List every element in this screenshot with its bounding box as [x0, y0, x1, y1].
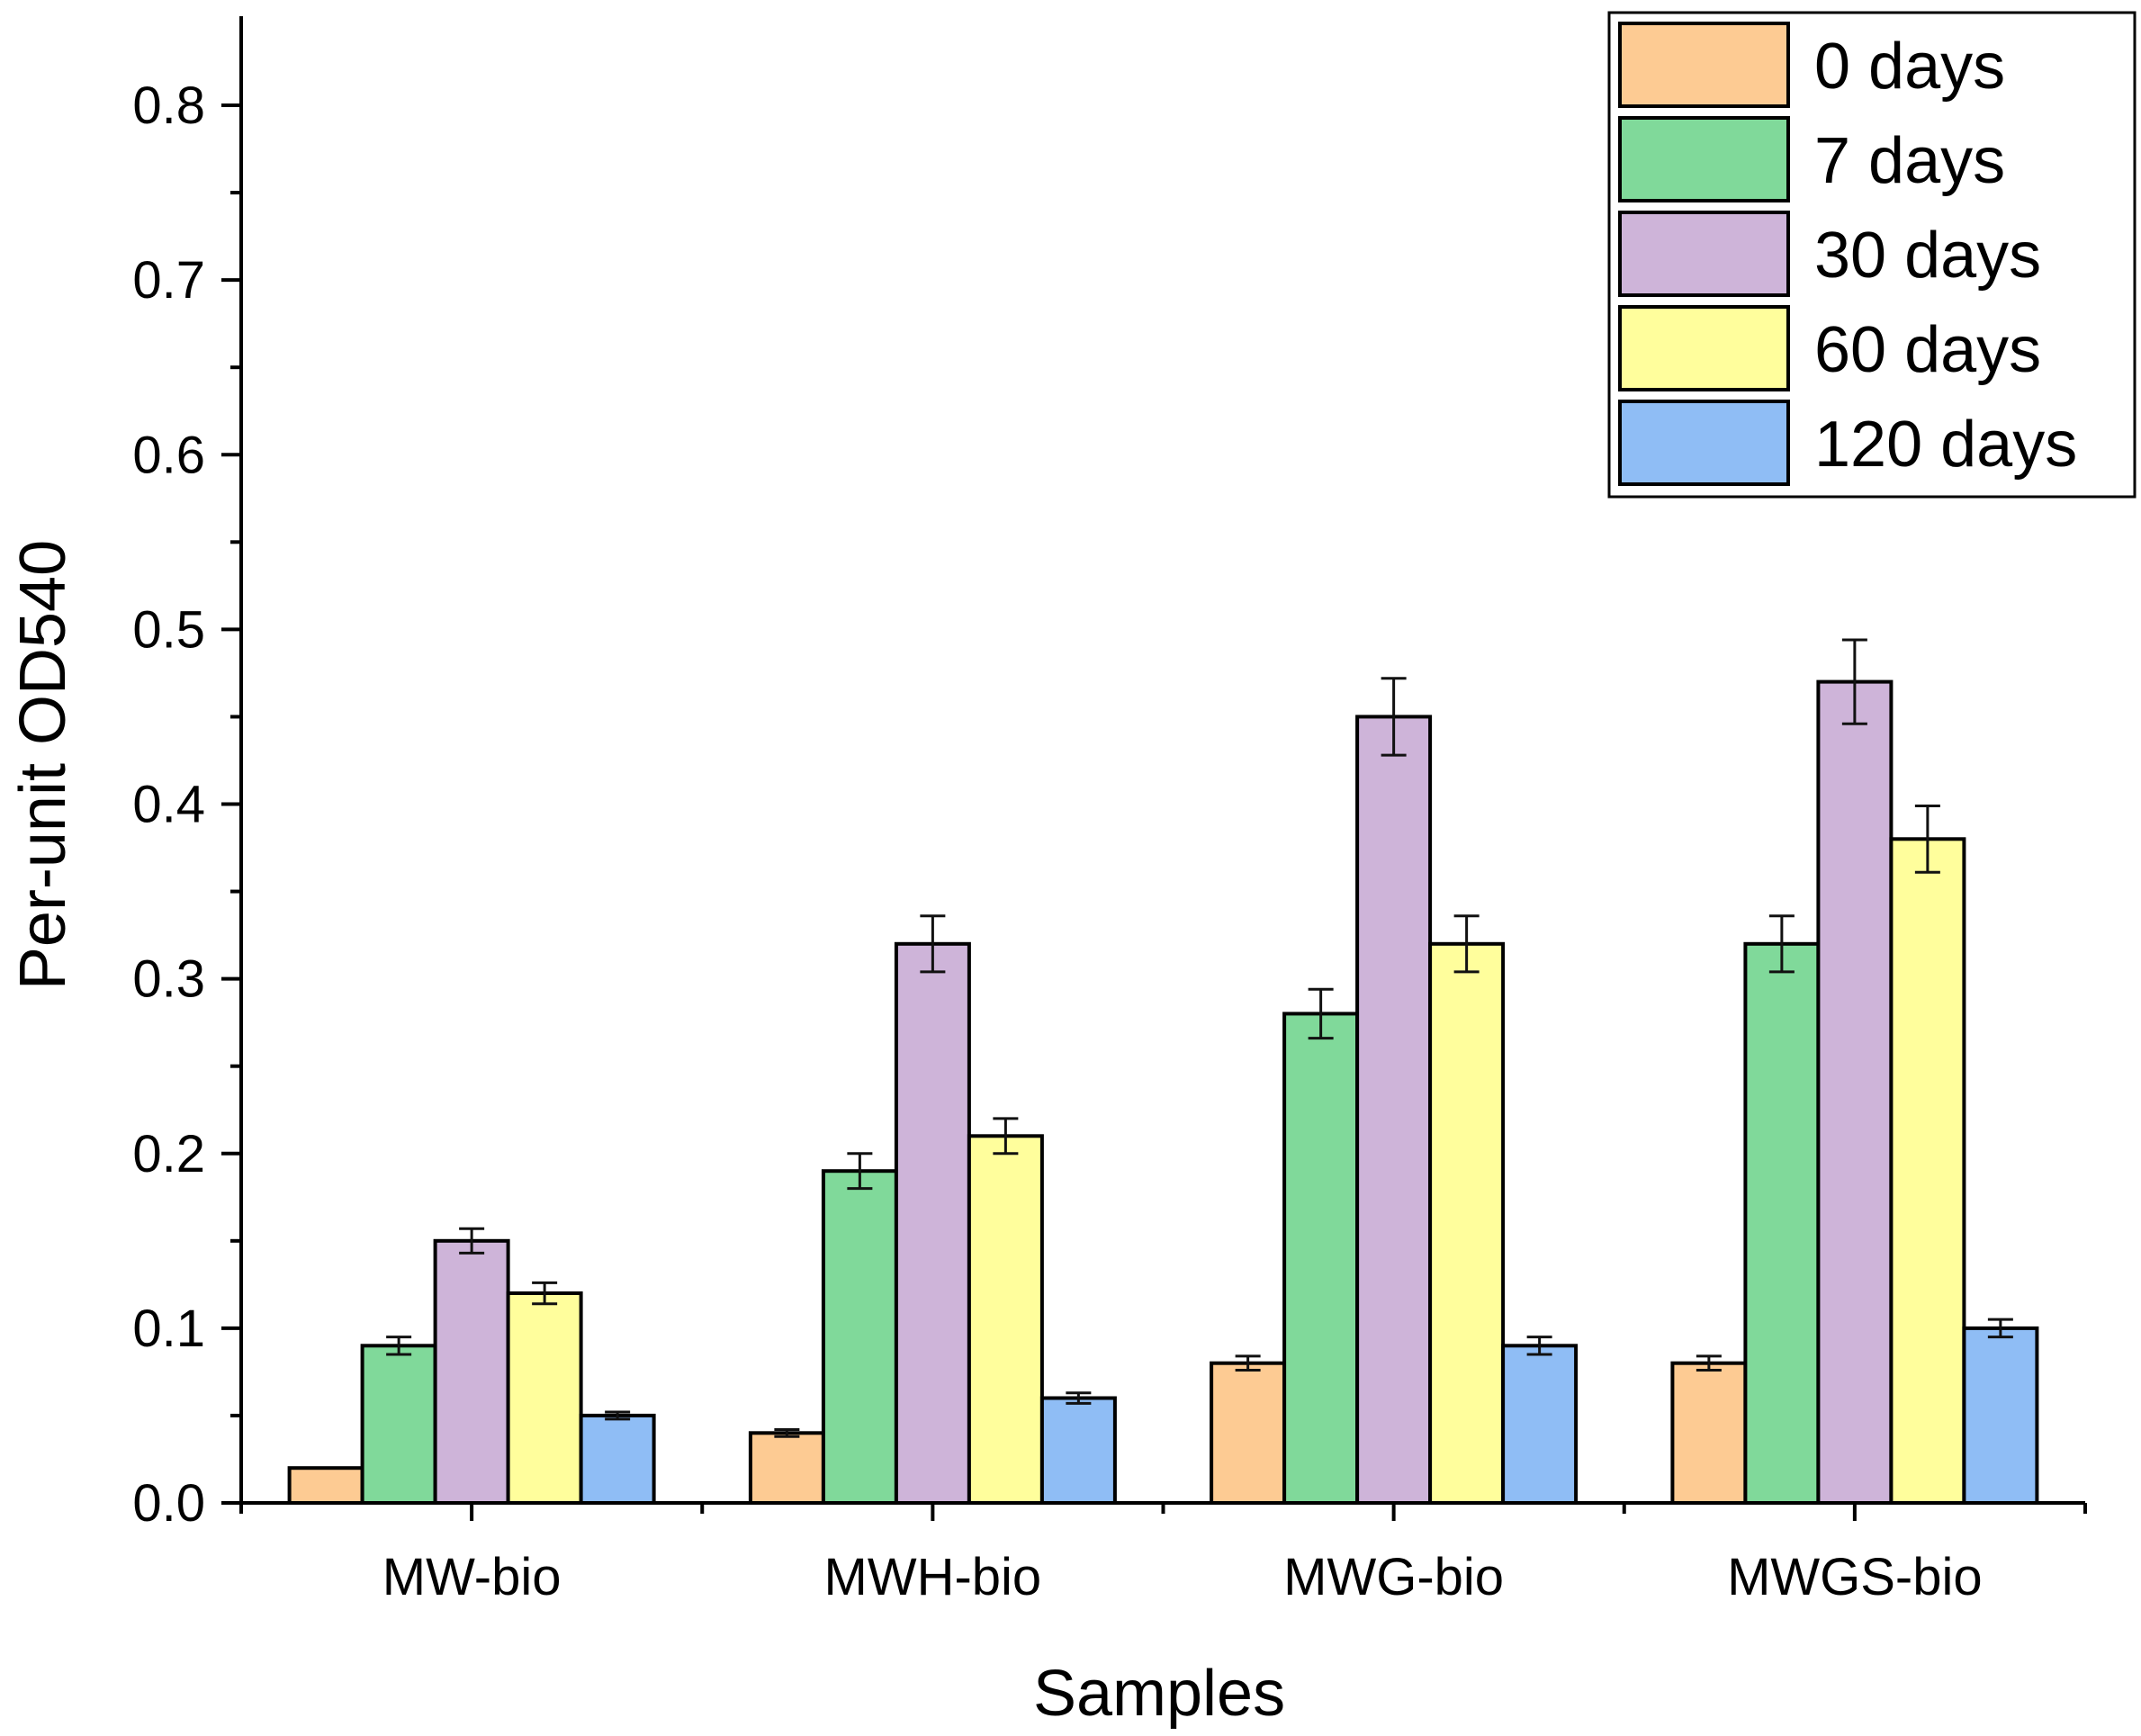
y-tick-label: 0.3 — [132, 950, 205, 1009]
x-axis-title: Samples — [1033, 1658, 1285, 1730]
bar-mwg-bio-30-days — [1355, 715, 1433, 1505]
bar-mwg-bio-7-days — [1282, 1012, 1360, 1505]
y-tick-label: 0.2 — [132, 1125, 205, 1183]
bar-mwgs-bio-60-days — [1889, 837, 1966, 1505]
legend-swatch-7-days — [1618, 116, 1790, 202]
y-axis-title: Per-unit OD540 — [7, 540, 79, 990]
bar-mw-bio-120-days — [579, 1413, 656, 1506]
bar-mwgs-bio-7-days — [1743, 941, 1821, 1506]
error-bar-mwh-bio-120-days — [1066, 1391, 1092, 1405]
x-tick-label: MW-bio — [382, 1548, 562, 1606]
legend-label: 120 days — [1814, 409, 2077, 481]
error-bar-mwgs-bio-0-days — [1696, 1354, 1722, 1372]
error-bar-mwg-bio-30-days — [1381, 677, 1407, 757]
x-tick-label: MWGS-bio — [1727, 1548, 1983, 1606]
error-bar-mwh-bio-60-days — [993, 1117, 1019, 1156]
legend-label: 60 days — [1814, 314, 2041, 386]
error-bar-mwg-bio-120-days — [1526, 1336, 1552, 1356]
legend-swatch-60-days — [1618, 305, 1790, 391]
y-tick-label: 0.4 — [132, 776, 205, 834]
y-tick-label: 0.6 — [132, 426, 205, 484]
legend-label: 0 days — [1814, 31, 2005, 103]
bar-mwgs-bio-0-days — [1670, 1361, 1748, 1505]
bar-mwh-bio-120-days — [1039, 1396, 1117, 1505]
bar-mw-bio-60-days — [506, 1291, 583, 1505]
error-bar-mwgs-bio-60-days — [1914, 804, 1940, 874]
error-bar-mw-bio-60-days — [532, 1281, 558, 1306]
y-tick-label: 0.5 — [132, 600, 205, 659]
legend-swatch-120-days — [1618, 400, 1790, 486]
y-tick-label: 0.7 — [132, 251, 205, 310]
error-bar-mwh-bio-0-days — [774, 1427, 800, 1438]
error-bar-mwg-bio-7-days — [1308, 987, 1334, 1040]
error-bar-mwgs-bio-7-days — [1768, 914, 1795, 974]
error-bar-mw-bio-120-days — [605, 1410, 631, 1421]
bar-mwg-bio-60-days — [1428, 941, 1506, 1506]
y-tick-label: 0.0 — [132, 1474, 205, 1533]
error-bars-layer — [386, 638, 2013, 1438]
bar-mw-bio-0-days — [287, 1466, 364, 1505]
y-tick-label: 0.1 — [132, 1300, 205, 1358]
error-bar-mwh-bio-30-days — [920, 914, 946, 974]
x-tick-label: MWG-bio — [1283, 1548, 1504, 1606]
legend-label: 30 days — [1814, 220, 2041, 292]
axes-layer — [221, 16, 2087, 1521]
bar-mwgs-bio-120-days — [1962, 1326, 2039, 1506]
error-bar-mw-bio-30-days — [459, 1227, 485, 1255]
error-bar-mwgs-bio-120-days — [1987, 1318, 2013, 1339]
labels-layer: MW-bio MWH-bio MWG-bio MWGS-bio 0.0 0.1 0.2 0.3… — [7, 76, 1983, 1730]
bar-mwgs-bio-30-days — [1816, 679, 1894, 1505]
bar-mw-bio-30-days — [433, 1238, 510, 1506]
bar-mwh-bio-60-days — [967, 1134, 1044, 1506]
error-bar-mwg-bio-60-days — [1453, 914, 1480, 974]
bar-mw-bio-7-days — [360, 1344, 437, 1506]
legend-label: 7 days — [1814, 125, 2005, 197]
bar-mwh-bio-30-days — [894, 941, 971, 1506]
error-bar-mwgs-bio-30-days — [1841, 638, 1867, 725]
legend: 0 days 7 days 30 days 60 days 120 days — [1607, 11, 2137, 499]
bar-mwg-bio-120-days — [1501, 1344, 1579, 1506]
bar-mwh-bio-0-days — [748, 1431, 825, 1506]
error-bar-mwh-bio-7-days — [847, 1152, 873, 1191]
y-tick-label: 0.8 — [132, 76, 205, 135]
legend-swatch-30-days — [1618, 211, 1790, 297]
bar-mwh-bio-7-days — [821, 1169, 898, 1505]
bar-mwg-bio-0-days — [1210, 1361, 1287, 1505]
bars-layer — [287, 679, 2039, 1506]
error-bar-mwg-bio-0-days — [1235, 1354, 1261, 1372]
error-bar-mw-bio-7-days — [386, 1336, 412, 1356]
x-tick-label: MWH-bio — [824, 1548, 1042, 1606]
legend-swatch-0-days — [1618, 22, 1790, 108]
